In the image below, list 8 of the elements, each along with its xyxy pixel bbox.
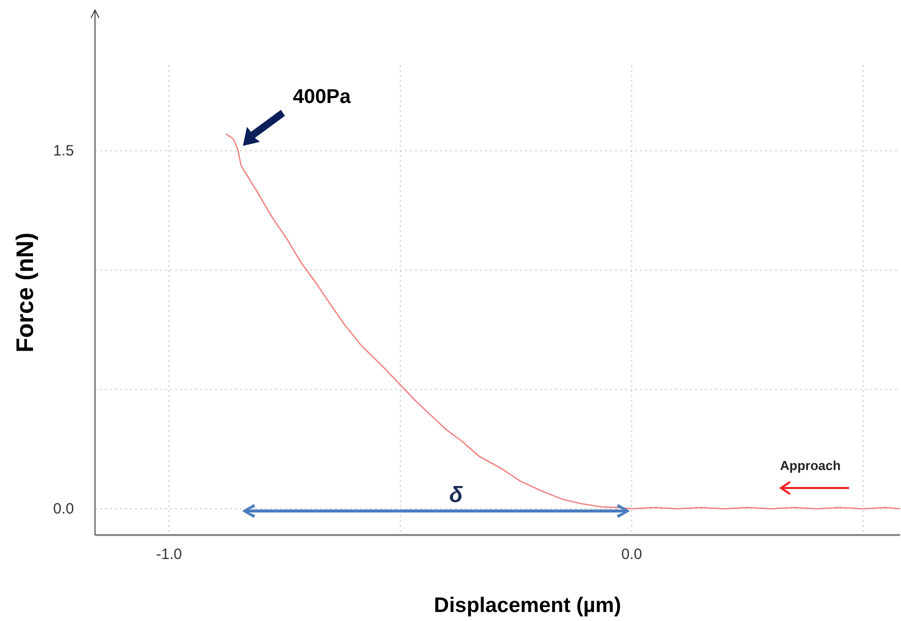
y-axis-title: Force (nN) [12, 232, 39, 352]
annotation: Approach [780, 458, 841, 473]
x-axis-title: Displacement (µm) [434, 594, 622, 617]
line-series [225, 133, 901, 510]
x-tick-label: -1.0 [156, 546, 182, 563]
annotation: 400Pa [292, 86, 352, 108]
annotation: δ [449, 482, 464, 507]
y-tick-label: 1.5 [53, 142, 74, 160]
